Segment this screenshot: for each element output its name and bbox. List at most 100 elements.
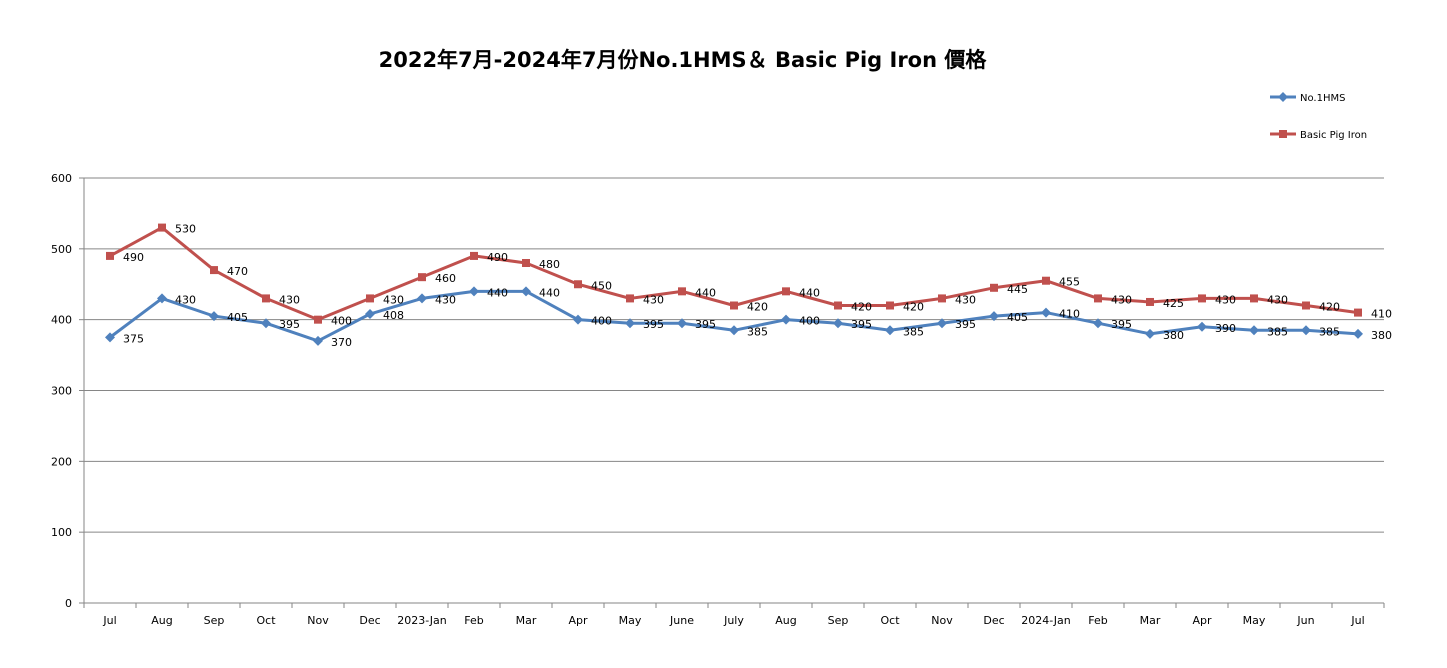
data-label-basic-pig-iron: 420: [1319, 301, 1340, 314]
chart-title: 2022年7月-2024年7月份No.1HMS＆ Basic Pig Iron …: [378, 48, 987, 72]
data-point-no-1hms: [157, 293, 167, 304]
data-label-basic-pig-iron: 430: [955, 293, 976, 306]
y-tick-label: 300: [51, 385, 72, 398]
x-tick-label: Oct: [256, 614, 276, 627]
data-label-no-1hms: 405: [1007, 311, 1028, 324]
data-point-basic-pig-iron: [1354, 308, 1362, 317]
data-label-basic-pig-iron: 430: [643, 293, 664, 306]
data-point-basic-pig-iron: [938, 294, 946, 303]
data-point-basic-pig-iron: [418, 273, 426, 282]
data-point-no-1hms: [625, 318, 635, 329]
data-point-no-1hms: [365, 309, 375, 319]
data-point-basic-pig-iron: [470, 251, 478, 260]
data-label-no-1hms: 380: [1163, 329, 1184, 342]
data-label-basic-pig-iron: 440: [799, 286, 820, 299]
data-point-no-1hms: [469, 286, 479, 297]
data-label-basic-pig-iron: 430: [279, 293, 300, 306]
x-tick-label: Aug: [151, 614, 172, 627]
data-point-no-1hms: [781, 314, 791, 325]
legend-label: No.1HMS: [1300, 93, 1345, 104]
data-label-basic-pig-iron: 490: [487, 251, 508, 264]
data-point-no-1hms: [1197, 321, 1207, 332]
data-point-no-1hms: [885, 325, 895, 336]
x-tick-label: Oct: [880, 614, 900, 627]
x-tick-label: Aug: [775, 614, 796, 627]
y-tick-label: 0: [65, 597, 72, 610]
data-label-basic-pig-iron: 460: [435, 272, 456, 285]
data-label-no-1hms: 430: [175, 293, 196, 306]
data-labels: 375 430 405 395 370 408 430 440 440 400 395 395 385 4…: [123, 223, 1392, 349]
x-tick-label: 2023-Jan: [397, 614, 447, 627]
data-label-basic-pig-iron: 440: [695, 286, 716, 299]
data-point-no-1hms: [833, 318, 843, 329]
legend: No.1HMS Basic Pig Iron: [1270, 92, 1367, 141]
data-label-basic-pig-iron: 420: [851, 301, 872, 314]
x-tick-label: Feb: [464, 614, 483, 627]
data-label-basic-pig-iron: 490: [123, 251, 144, 264]
x-tick-label: Apr: [1192, 614, 1212, 627]
data-point-basic-pig-iron: [626, 294, 634, 303]
data-label-basic-pig-iron: 410: [1371, 308, 1392, 321]
legend-marker: [1278, 92, 1288, 102]
data-label-no-1hms: 440: [487, 286, 508, 299]
data-label-basic-pig-iron: 445: [1007, 283, 1028, 296]
data-point-basic-pig-iron: [886, 301, 894, 310]
data-point-basic-pig-iron: [522, 259, 530, 267]
data-label-basic-pig-iron: 470: [227, 265, 248, 278]
y-tick-label: 600: [51, 172, 72, 185]
data-label-basic-pig-iron: 420: [747, 301, 768, 314]
data-point-basic-pig-iron: [834, 301, 842, 310]
x-tick-label: Sep: [204, 614, 225, 627]
data-label-no-1hms: 400: [591, 315, 612, 328]
data-point-basic-pig-iron: [106, 251, 114, 260]
data-label-no-1hms: 400: [799, 315, 820, 328]
data-label-basic-pig-iron: 530: [175, 223, 196, 236]
x-tick-label: Mar: [1140, 614, 1161, 627]
data-point-no-1hms: [417, 293, 427, 304]
data-point-no-1hms: [1093, 318, 1103, 329]
x-tick-label: Jul: [1350, 614, 1364, 627]
legend-item-basic-pig-iron: Basic Pig Iron: [1270, 130, 1367, 141]
series-layer: [105, 223, 1363, 346]
data-point-basic-pig-iron: [1094, 294, 1102, 303]
y-tick-label: 200: [51, 455, 72, 468]
data-point-no-1hms: [313, 335, 323, 346]
legend-marker: [1279, 130, 1287, 138]
data-point-no-1hms: [261, 318, 271, 329]
data-label-basic-pig-iron: 425: [1163, 297, 1184, 310]
data-point-basic-pig-iron: [782, 287, 790, 296]
data-point-basic-pig-iron: [1042, 276, 1050, 285]
data-label-basic-pig-iron: 420: [903, 301, 924, 314]
x-tick-label: Sep: [828, 614, 849, 627]
data-label-no-1hms: 385: [747, 325, 768, 338]
legend-item-no-1hms: No.1HMS: [1270, 92, 1345, 104]
x-tick-label: Dec: [359, 614, 380, 627]
data-point-basic-pig-iron: [574, 280, 582, 289]
data-label-basic-pig-iron: 430: [1267, 293, 1288, 306]
data-label-no-1hms: 405: [227, 311, 248, 324]
data-point-no-1hms: [105, 332, 115, 343]
data-label-no-1hms: 375: [123, 332, 144, 345]
data-point-basic-pig-iron: [990, 283, 998, 292]
y-tick-label: 100: [51, 526, 72, 539]
x-tick-label: Apr: [568, 614, 588, 627]
data-point-basic-pig-iron: [366, 294, 374, 303]
gridlines: [84, 177, 1384, 533]
data-label-no-1hms: 395: [643, 318, 664, 331]
data-point-basic-pig-iron: [730, 301, 738, 310]
data-point-no-1hms: [677, 318, 687, 329]
x-tick-label: Nov: [931, 614, 953, 627]
data-point-no-1hms: [1041, 307, 1051, 318]
data-label-no-1hms: 385: [903, 325, 924, 338]
data-label-basic-pig-iron: 430: [1111, 293, 1132, 306]
data-point-basic-pig-iron: [678, 287, 686, 296]
data-point-no-1hms: [573, 314, 583, 325]
x-tick-label: Jun: [1296, 614, 1314, 627]
data-label-no-1hms: 385: [1319, 325, 1340, 338]
data-point-no-1hms: [1301, 325, 1311, 336]
data-point-no-1hms: [937, 318, 947, 329]
data-point-basic-pig-iron: [1146, 297, 1154, 306]
data-label-basic-pig-iron: 455: [1059, 276, 1080, 289]
data-label-no-1hms: 370: [331, 336, 352, 349]
